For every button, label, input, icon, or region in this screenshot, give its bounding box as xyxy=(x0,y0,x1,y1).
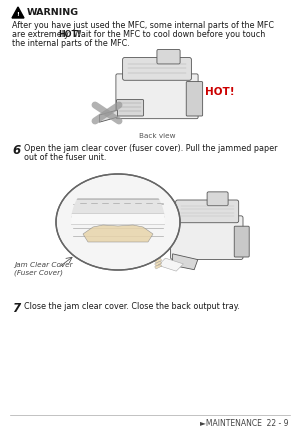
Polygon shape xyxy=(154,264,162,269)
FancyBboxPatch shape xyxy=(123,58,191,80)
Polygon shape xyxy=(154,261,162,266)
Text: the internal parts of the MFC.: the internal parts of the MFC. xyxy=(12,39,130,48)
Text: Open the jam clear cover (fuser cover). Pull the jammed paper: Open the jam clear cover (fuser cover). … xyxy=(24,144,278,153)
Text: Close the jam clear cover. Close the back output tray.: Close the jam clear cover. Close the bac… xyxy=(24,302,240,311)
Polygon shape xyxy=(83,225,153,242)
FancyBboxPatch shape xyxy=(176,200,239,223)
Text: 6: 6 xyxy=(12,144,20,157)
Polygon shape xyxy=(99,110,117,122)
Text: WARNING: WARNING xyxy=(27,8,79,17)
Polygon shape xyxy=(12,7,24,18)
Text: ►MAINTENANCE  22 - 9: ►MAINTENANCE 22 - 9 xyxy=(200,419,288,426)
Text: HOT!: HOT! xyxy=(205,87,235,97)
FancyBboxPatch shape xyxy=(207,192,228,206)
Text: (Fuser Cover): (Fuser Cover) xyxy=(14,270,63,276)
FancyBboxPatch shape xyxy=(157,49,180,64)
FancyBboxPatch shape xyxy=(171,216,243,259)
FancyBboxPatch shape xyxy=(116,100,144,116)
Polygon shape xyxy=(154,258,162,263)
Polygon shape xyxy=(172,254,198,270)
Text: are extremely: are extremely xyxy=(12,30,71,39)
Text: !: ! xyxy=(16,12,20,17)
Text: out of the fuser unit.: out of the fuser unit. xyxy=(24,153,106,162)
FancyBboxPatch shape xyxy=(234,226,249,257)
Text: Wait for the MFC to cool down before you touch: Wait for the MFC to cool down before you… xyxy=(71,30,265,39)
Text: After you have just used the MFC, some internal parts of the MFC: After you have just used the MFC, some i… xyxy=(12,21,274,30)
Text: 7: 7 xyxy=(12,302,20,315)
FancyBboxPatch shape xyxy=(186,82,203,116)
Text: Back view: Back view xyxy=(139,133,175,139)
FancyBboxPatch shape xyxy=(69,199,167,217)
Polygon shape xyxy=(158,258,183,271)
Ellipse shape xyxy=(56,174,180,270)
Text: Jam Clear Cover: Jam Clear Cover xyxy=(14,262,73,268)
FancyBboxPatch shape xyxy=(116,74,198,119)
Text: HOT!: HOT! xyxy=(58,30,81,39)
FancyBboxPatch shape xyxy=(70,213,167,225)
